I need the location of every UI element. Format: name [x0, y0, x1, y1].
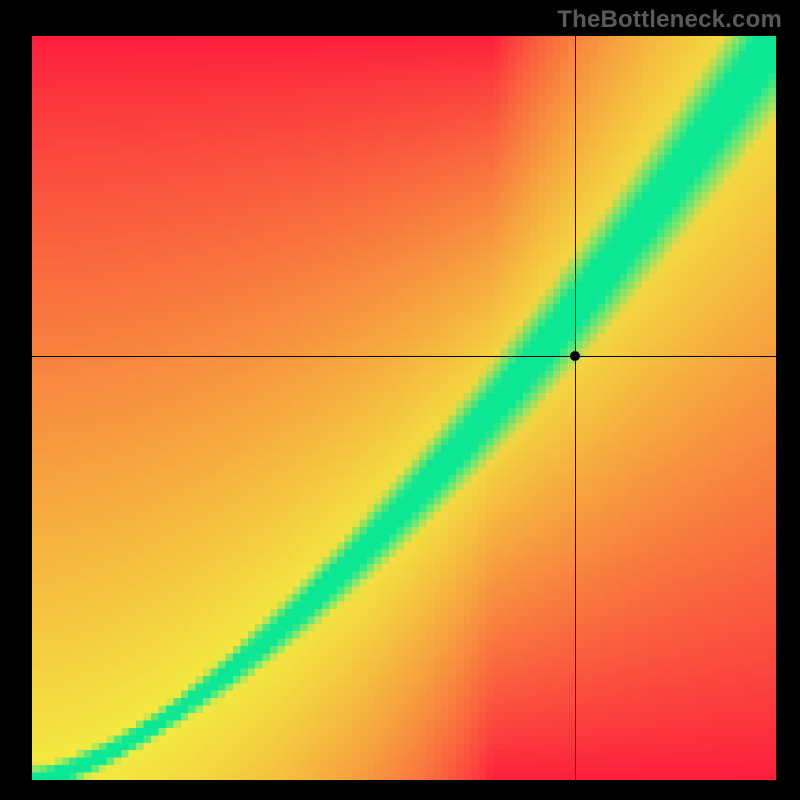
heatmap-canvas	[32, 36, 776, 780]
heatmap-plot	[32, 36, 776, 780]
crosshair-marker-dot	[570, 351, 580, 361]
watermark-text: TheBottleneck.com	[557, 6, 782, 34]
crosshair-horizontal	[32, 356, 776, 357]
crosshair-vertical	[575, 36, 576, 780]
